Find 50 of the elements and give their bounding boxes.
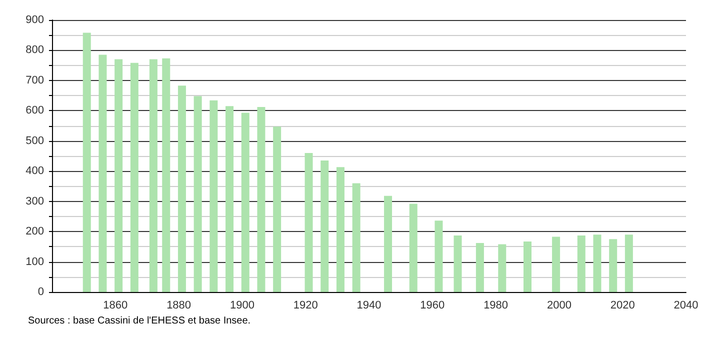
y-tick-label: 900 [26, 14, 44, 26]
y-tick-label: 100 [26, 256, 44, 268]
bar [149, 59, 158, 292]
y-tick-label: 600 [26, 104, 44, 117]
bar [454, 235, 462, 292]
bar [130, 62, 138, 292]
bar [82, 32, 91, 292]
x-tick-label: 2040 [674, 300, 698, 312]
bar [476, 243, 484, 292]
bar [409, 204, 418, 292]
bar [320, 160, 329, 292]
x-tick-label: 1860 [103, 300, 128, 312]
bar [304, 152, 313, 292]
bar [524, 242, 532, 292]
bar [257, 107, 266, 292]
x-tick-label: 2020 [610, 300, 635, 312]
x-tick-label: 1920 [293, 300, 318, 312]
x-tick-label: 1980 [484, 300, 508, 312]
bar [162, 58, 170, 292]
x-tick-label: 1940 [356, 300, 382, 312]
bar [434, 220, 443, 292]
bar [609, 239, 618, 292]
bar [552, 236, 560, 292]
bar [178, 86, 186, 292]
y-tick-label: 700 [26, 74, 44, 86]
x-tick-label: 2000 [546, 300, 572, 312]
y-tick-label: 500 [26, 134, 44, 147]
bar [210, 100, 218, 292]
y-tick-label: 200 [26, 226, 44, 238]
source-note: Sources : base Cassini de l'EHESS et base Insee. [28, 316, 251, 326]
y-tick-label: 800 [26, 44, 44, 56]
y-tick-label: 0 [38, 286, 44, 298]
bar [194, 96, 202, 292]
bar [241, 112, 250, 292]
bar [226, 106, 234, 292]
bar [384, 196, 392, 292]
bar [577, 235, 586, 292]
y-tick-label: 300 [26, 195, 44, 208]
bar [624, 234, 633, 292]
bar [114, 59, 123, 292]
y-tick-label: 400 [26, 165, 44, 178]
bar [593, 234, 602, 292]
bar [336, 167, 344, 292]
x-tick-label: 1900 [230, 300, 254, 312]
bar [98, 54, 107, 292]
bar [273, 126, 282, 292]
bar [498, 244, 506, 292]
x-tick-label: 1880 [166, 300, 192, 312]
x-tick-label: 1960 [420, 300, 445, 312]
bar [352, 183, 360, 292]
